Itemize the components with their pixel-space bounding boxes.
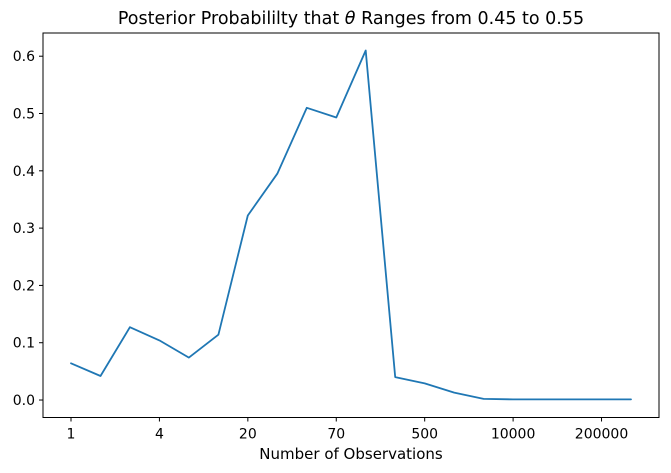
x-tick-label: 500 (411, 427, 438, 443)
x-axis-label: Number of Observations (259, 445, 443, 463)
axes-border (42, 32, 660, 418)
y-tick-label: 0.5 (13, 107, 35, 123)
y-tick-label: 0.0 (13, 393, 35, 409)
chart-title-post: Ranges from 0.45 to 0.55 (355, 9, 585, 29)
posterior-probability-line (70, 49, 632, 401)
y-tick-label: 0.1 (13, 336, 35, 352)
x-tick-label: 4 (155, 427, 164, 443)
x-tick-label: 200000 (575, 427, 628, 443)
y-tick-label: 0.3 (13, 221, 35, 237)
theta-symbol: θ (344, 9, 356, 29)
x-tick-label: 20 (239, 427, 257, 443)
chart-title-pre: Posterior Probabililty that (117, 9, 345, 29)
chart-title: Posterior Probabililty that θ Ranges fro… (43, 7, 659, 31)
x-tick-label: 10000 (491, 427, 536, 443)
y-tick-label: 0.4 (13, 164, 35, 180)
x-tick-label: 70 (327, 427, 345, 443)
y-tick-label: 0.6 (13, 49, 35, 65)
y-tick-label: 0.2 (13, 278, 35, 294)
x-tick-label: 1 (67, 427, 76, 443)
